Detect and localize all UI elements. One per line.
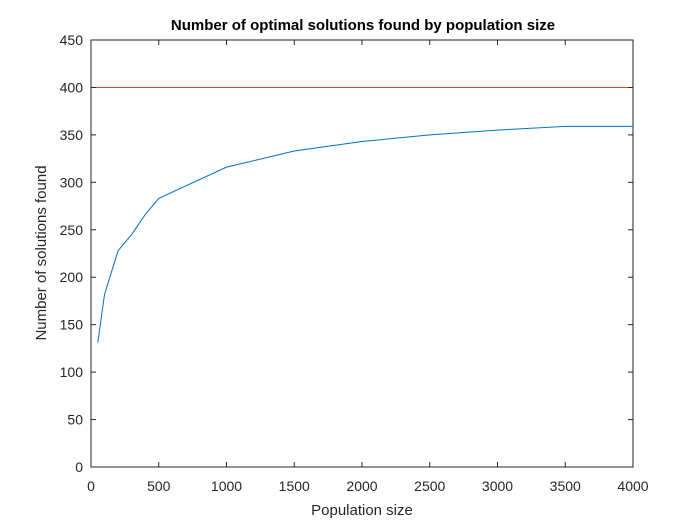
x-tick-label: 2500 (414, 478, 445, 494)
y-tick-label: 150 (60, 317, 84, 333)
y-tick-label: 200 (60, 269, 84, 285)
x-tick-label: 3000 (482, 478, 513, 494)
y-tick-label: 50 (67, 412, 83, 428)
x-tick-label: 4000 (617, 478, 648, 494)
x-axis: 0 500 1000 1500 2000 2500 3000 3500 4000 (87, 40, 649, 494)
chart-title: Number of optimal solutions found by pop… (171, 17, 555, 34)
y-tick-label: 350 (60, 127, 84, 143)
y-tick-label: 250 (60, 222, 84, 238)
y-tick-label: 300 (60, 174, 84, 190)
x-tick-label: 2000 (346, 478, 377, 494)
x-tick-label: 3500 (550, 478, 581, 494)
y-tick-label: 0 (75, 459, 83, 475)
y-axis-label: Number of solutions found (33, 165, 50, 340)
x-tick-label: 500 (147, 478, 171, 494)
x-tick-label: 1500 (279, 478, 310, 494)
y-tick-label: 400 (60, 79, 84, 95)
x-tick-label: 0 (87, 478, 95, 494)
series-line-1 (97, 125, 633, 343)
y-tick-label: 450 (60, 32, 84, 48)
plot-area (90, 39, 634, 468)
y-axis: 0 50 100 150 200 250 300 350 400 450 (60, 32, 633, 475)
x-axis-label: Population size (311, 502, 413, 519)
y-tick-label: 100 (60, 364, 84, 380)
x-tick-label: 1000 (211, 478, 242, 494)
series-layer (91, 86, 633, 343)
